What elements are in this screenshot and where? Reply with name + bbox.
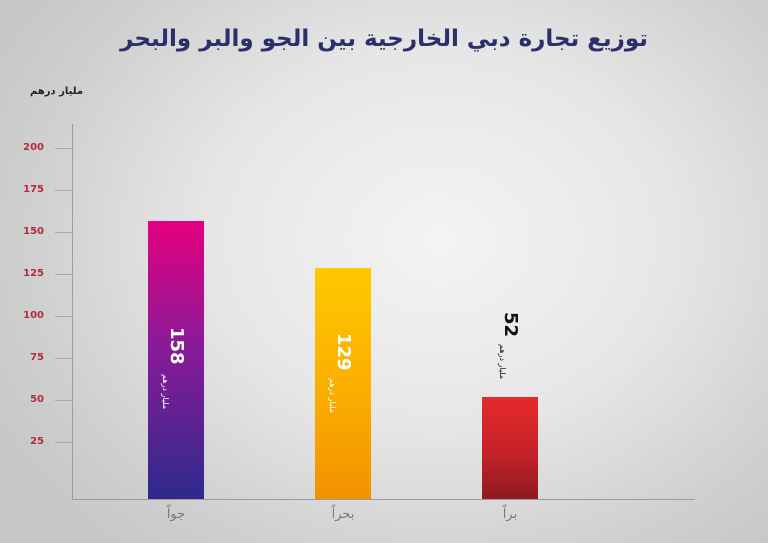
bar-value: 129 (333, 333, 354, 371)
bar-unit: مليار درهم (328, 378, 337, 414)
y-axis-unit-label: مليار درهم (30, 86, 84, 97)
x-axis-line (72, 499, 695, 500)
bar-sea-unit-label: مليار درهم (326, 378, 345, 413)
y-tick (55, 316, 73, 317)
bar-sea-value-label: 129 (333, 333, 354, 371)
y-tick-label: 75 (30, 352, 44, 363)
chart-title: توزيع تجارة دبي الخارجية بين الجو والبر … (120, 26, 648, 52)
bar-land-unit-label: مليار درهم (496, 344, 515, 379)
y-tick (55, 232, 73, 233)
y-tick-label: 200 (23, 142, 44, 153)
bar-land-value-label: 52 (500, 312, 521, 337)
y-tick-label: 175 (23, 184, 44, 195)
y-tick-label: 100 (23, 310, 44, 321)
bar-sea (315, 268, 371, 499)
bar-air (148, 221, 204, 499)
y-axis-line (72, 124, 73, 500)
bar-unit: مليار درهم (498, 344, 507, 380)
y-tick (55, 400, 73, 401)
y-tick (55, 190, 73, 191)
bar-land (482, 397, 538, 499)
y-tick (55, 358, 73, 359)
y-tick-label: 50 (30, 394, 44, 405)
y-tick-label: 125 (23, 268, 44, 279)
x-label-air: جواً (166, 507, 186, 522)
bar-air-value-label: 158 (166, 327, 187, 365)
bar-air-unit-label: مليار درهم (159, 374, 178, 409)
x-label-sea: بحراً (331, 507, 355, 522)
bar-value: 52 (500, 312, 521, 338)
y-tick (55, 148, 73, 149)
y-tick-label: 150 (23, 226, 44, 237)
y-tick-label: 25 (30, 436, 44, 447)
x-label-land: براً (502, 507, 518, 522)
y-tick (55, 442, 73, 443)
bar-value: 158 (166, 327, 187, 365)
y-tick (55, 274, 73, 275)
bar-unit: مليار درهم (161, 374, 170, 410)
